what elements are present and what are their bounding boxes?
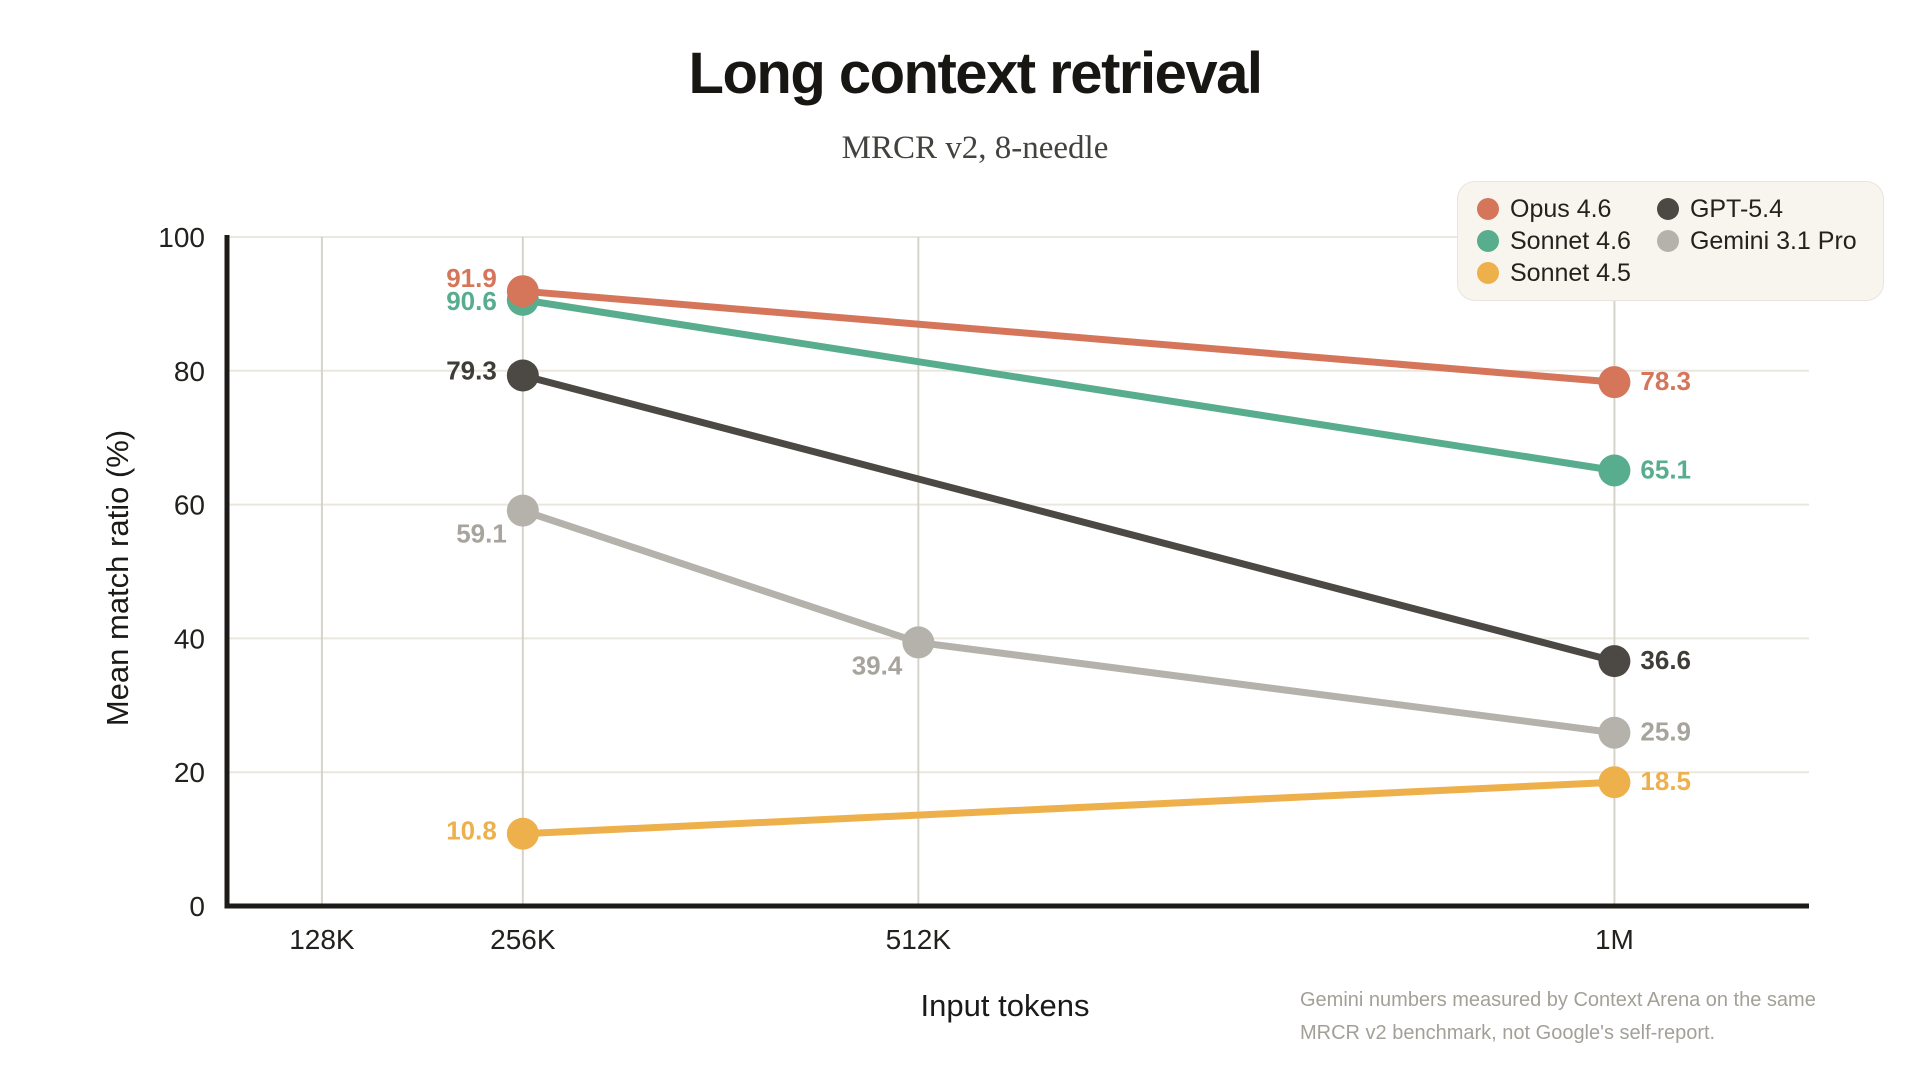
chart-subtitle: MRCR v2, 8-needle bbox=[841, 130, 1109, 166]
data-point-gpt-5-4 bbox=[1598, 645, 1631, 678]
legend-item-gemini-3-1-pro: Gemini 3.1 Pro bbox=[1656, 225, 1857, 257]
y-axis-title: Mean match ratio (%) bbox=[100, 429, 135, 727]
data-point-opus-4-6 bbox=[1598, 366, 1631, 399]
data-point-gemini-3-1-pro bbox=[1598, 716, 1631, 749]
legend-item-sonnet-4-5: Sonnet 4.5 bbox=[1477, 257, 1631, 289]
legend-label: Opus 4.6 bbox=[1510, 194, 1612, 223]
data-point-label-gpt-5-4: 79.3 bbox=[446, 355, 497, 385]
legend-dot-gemini-3-1-pro bbox=[1656, 230, 1679, 252]
data-point-sonnet-4-6 bbox=[1598, 454, 1631, 487]
legend-item-opus-4-6: Opus 4.6 bbox=[1477, 193, 1631, 225]
legend-label: GPT-5.4 bbox=[1689, 194, 1784, 223]
y-tick-label: 20 bbox=[174, 757, 205, 788]
series-line-gpt-5-4 bbox=[519, 371, 1618, 665]
data-point-label-gpt-5-4: 36.6 bbox=[1640, 645, 1691, 675]
series-line-opus-4-6 bbox=[519, 287, 1618, 386]
data-point-label-opus-4-6: 78.3 bbox=[1640, 366, 1691, 396]
legend-label: Sonnet 4.5 bbox=[1510, 258, 1631, 287]
data-point-gpt-5-4 bbox=[506, 359, 539, 392]
x-tick-label: 1M bbox=[1595, 924, 1634, 955]
y-tick-label: 60 bbox=[174, 490, 205, 521]
chart-title: Long context retrieval bbox=[688, 41, 1263, 106]
y-tick-label: 80 bbox=[174, 356, 205, 387]
legend-dot-opus-4-6 bbox=[1477, 198, 1499, 220]
data-point-gemini-3-1-pro bbox=[506, 494, 539, 527]
x-tick-label: 512K bbox=[886, 924, 952, 955]
legend-dot-sonnet-4-5 bbox=[1477, 262, 1499, 284]
data-point-sonnet-4-5 bbox=[1598, 766, 1631, 799]
data-point-label-sonnet-4-6: 65.1 bbox=[1640, 454, 1691, 484]
data-point-label-opus-4-6: 91.9 bbox=[446, 263, 497, 293]
x-tick-label: 128K bbox=[289, 924, 355, 955]
legend-item-sonnet-4-6: Sonnet 4.6 bbox=[1477, 225, 1631, 257]
data-point-label-gemini-3-1-pro: 39.4 bbox=[852, 650, 903, 680]
legend-dot-gpt-5-4 bbox=[1656, 198, 1679, 220]
series-line-sonnet-4-6 bbox=[519, 296, 1618, 474]
data-point-sonnet-4-5 bbox=[506, 817, 539, 850]
legend-label: Sonnet 4.6 bbox=[1510, 226, 1631, 255]
data-point-label-gemini-3-1-pro: 25.9 bbox=[1640, 717, 1691, 747]
data-point-label-sonnet-4-6: 90.6 bbox=[446, 286, 497, 316]
y-tick-label: 40 bbox=[174, 623, 205, 654]
data-point-label-gemini-3-1-pro: 59.1 bbox=[456, 519, 507, 549]
legend-item-gpt-5-4: GPT-5.4 bbox=[1656, 193, 1857, 225]
legend-label: Gemini 3.1 Pro bbox=[1689, 226, 1857, 255]
y-tick-label: 0 bbox=[189, 891, 205, 922]
footnote: Gemini numbers measured by Context Arena… bbox=[1300, 989, 1816, 1044]
data-point-opus-4-6 bbox=[506, 275, 539, 308]
series-line-sonnet-4-5 bbox=[519, 778, 1618, 838]
data-point-gemini-3-1-pro bbox=[902, 626, 935, 659]
data-point-label-sonnet-4-5: 18.5 bbox=[1640, 766, 1691, 796]
legend-dot-sonnet-4-6 bbox=[1477, 230, 1499, 252]
legend: Opus 4.6 Sonnet 4.6 Sonnet 4.5 GPT-5.4 Gemin… bbox=[1457, 181, 1884, 301]
data-point-label-sonnet-4-5: 10.8 bbox=[446, 816, 497, 846]
x-axis-title: Input tokens bbox=[920, 988, 1090, 1023]
x-tick-label: 256K bbox=[490, 924, 556, 955]
y-tick-label: 100 bbox=[158, 222, 205, 253]
